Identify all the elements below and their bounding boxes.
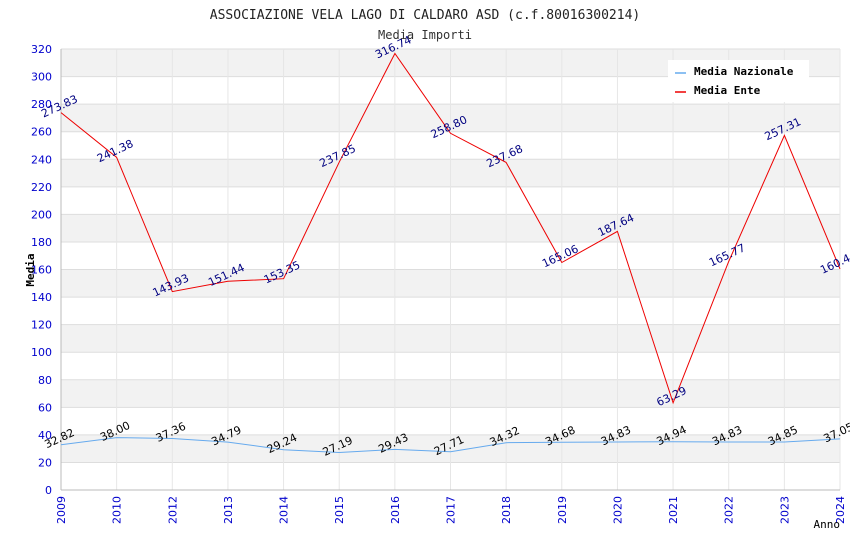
y-tick-label: 40 [38, 429, 52, 442]
y-tick-label: 260 [31, 126, 52, 139]
x-tick-label: 2018 [500, 496, 513, 524]
y-axis-label: Media [24, 253, 37, 286]
y-tick-label: 60 [38, 401, 52, 414]
chart-subtitle: Media Importi [378, 28, 472, 42]
y-tick-label: 100 [31, 346, 52, 359]
y-tick-label: 320 [31, 43, 52, 56]
chart-title: ASSOCIAZIONE VELA LAGO DI CALDARO ASD (c… [210, 8, 640, 23]
y-tick-label: 280 [31, 98, 52, 111]
data-label-media-ente: 165.06 [540, 242, 580, 270]
x-tick-label: 2017 [445, 496, 458, 524]
y-tick-label: 240 [31, 153, 52, 166]
y-tick-label: 20 [38, 456, 52, 469]
legend-label-media-ente: Media Ente [694, 84, 761, 97]
x-tick-label: 2009 [55, 496, 68, 524]
x-tick-label: 2019 [556, 496, 569, 524]
x-tick-label: 2021 [667, 496, 680, 524]
y-tick-label: 160 [31, 264, 52, 277]
y-tick-label: 180 [31, 236, 52, 249]
x-tick-label: 2024 [834, 496, 847, 524]
legend: Media Nazionale Media Ente [668, 60, 809, 102]
legend-label-media-nazionale: Media Nazionale [694, 65, 794, 78]
x-tick-label: 2023 [778, 496, 791, 524]
y-tick-label: 300 [31, 71, 52, 84]
x-axis-label: Anno [814, 518, 841, 531]
y-tick-label: 220 [31, 181, 52, 194]
legend-box [668, 60, 809, 102]
x-tick-label: 2020 [611, 496, 624, 524]
y-tick-label: 200 [31, 208, 52, 221]
x-tick-label: 2022 [723, 496, 736, 524]
y-tick-label: 140 [31, 291, 52, 304]
y-tick-label: 80 [38, 374, 52, 387]
series-line-media-ente [60, 52, 841, 405]
x-tick-label: 2016 [389, 496, 402, 524]
series-line-media-nazionale [60, 437, 841, 454]
y-tick-label: 0 [45, 484, 52, 497]
y-tick-label: 120 [31, 319, 52, 332]
x-tick-label: 2013 [222, 496, 235, 524]
x-tick-label: 2010 [111, 496, 124, 524]
x-tick-label: 2012 [166, 496, 179, 524]
x-tick-label: 2014 [278, 496, 291, 524]
x-tick-label: 2015 [333, 496, 346, 524]
